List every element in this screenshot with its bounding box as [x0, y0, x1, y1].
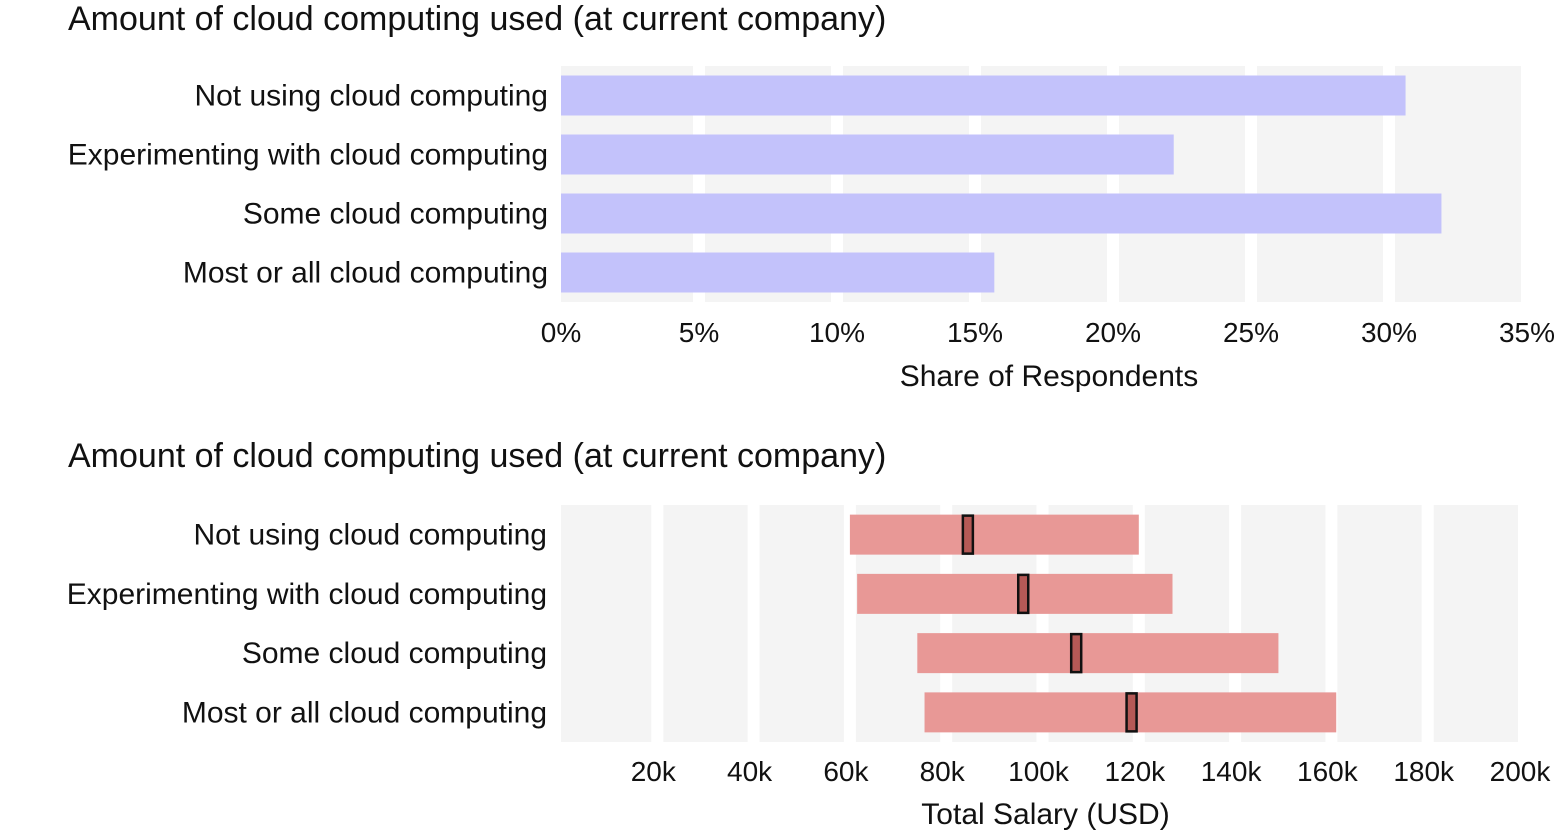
x-tick-label: 100k — [1008, 756, 1070, 787]
category-label: Experimenting with cloud computing — [68, 139, 548, 172]
x-tick-label: 35% — [1499, 317, 1555, 348]
category-label: Most or all cloud computing — [183, 257, 548, 290]
x-tick-label: 160k — [1297, 756, 1359, 787]
median-marker — [1069, 632, 1083, 674]
salary-range-bar — [857, 573, 1173, 614]
chart-title: Amount of cloud computing used (at curre… — [68, 437, 886, 475]
bar — [561, 252, 995, 293]
category-label: Not using cloud computing — [193, 519, 547, 552]
bar — [561, 75, 1406, 116]
category-label: Experimenting with cloud computing — [67, 578, 547, 611]
grid-band — [1337, 505, 1422, 742]
share-chart-svg: Amount of cloud computing used (at curre… — [68, 0, 1555, 393]
chart-title: Amount of cloud computing used (at curre… — [68, 0, 886, 38]
median-marker — [961, 514, 975, 555]
category-label: Some cloud computing — [242, 637, 547, 670]
median-marker — [1125, 692, 1138, 733]
x-tick-label: 20% — [1085, 317, 1141, 348]
x-tick-label: 0% — [541, 317, 581, 348]
category-label: Not using cloud computing — [194, 80, 548, 113]
x-tick-label: 60k — [823, 756, 869, 787]
x-tick-label: 5% — [679, 317, 719, 348]
x-tick-label: 25% — [1223, 317, 1279, 348]
x-tick-label: 10% — [809, 317, 865, 348]
grid-band — [1395, 66, 1521, 302]
x-tick-label: 30% — [1361, 317, 1417, 348]
x-tick-label: 40k — [727, 756, 773, 787]
share-chart: Amount of cloud computing used (at curre… — [0, 0, 1564, 400]
bar — [561, 134, 1174, 175]
category-label: Most or all cloud computing — [182, 696, 547, 729]
x-tick-label: 200k — [1490, 756, 1552, 787]
x-tick-label: 20k — [631, 756, 677, 787]
category-label: Some cloud computing — [243, 198, 548, 231]
x-axis-title: Total Salary (USD) — [921, 798, 1169, 831]
salary-chart: Amount of cloud computing used (at curre… — [0, 430, 1564, 833]
salary-chart-svg: Amount of cloud computing used (at curre… — [67, 437, 1552, 831]
bar — [561, 193, 1442, 234]
salary-range-bar — [917, 633, 1279, 674]
grid-band — [1433, 505, 1518, 742]
x-tick-label: 120k — [1104, 756, 1166, 787]
median-marker — [1016, 573, 1030, 615]
salary-range-bar — [849, 514, 1139, 555]
x-tick-label: 140k — [1201, 756, 1263, 787]
grid-band — [759, 505, 844, 742]
x-tick-label: 15% — [947, 317, 1003, 348]
grid-band — [663, 505, 748, 742]
x-tick-label: 180k — [1393, 756, 1455, 787]
grid-band — [561, 505, 652, 742]
x-tick-label: 80k — [920, 756, 966, 787]
x-axis-title: Share of Respondents — [900, 360, 1199, 393]
